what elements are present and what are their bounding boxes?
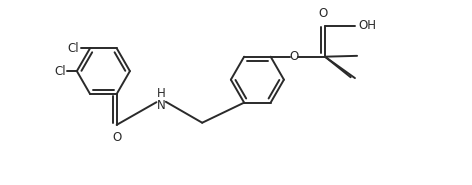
Text: H
N: H N xyxy=(157,87,166,112)
Text: O: O xyxy=(318,7,328,20)
Text: Cl: Cl xyxy=(55,65,66,78)
Text: O: O xyxy=(289,50,299,63)
Text: Cl: Cl xyxy=(68,42,79,55)
Text: OH: OH xyxy=(358,19,376,32)
Text: O: O xyxy=(112,131,121,144)
